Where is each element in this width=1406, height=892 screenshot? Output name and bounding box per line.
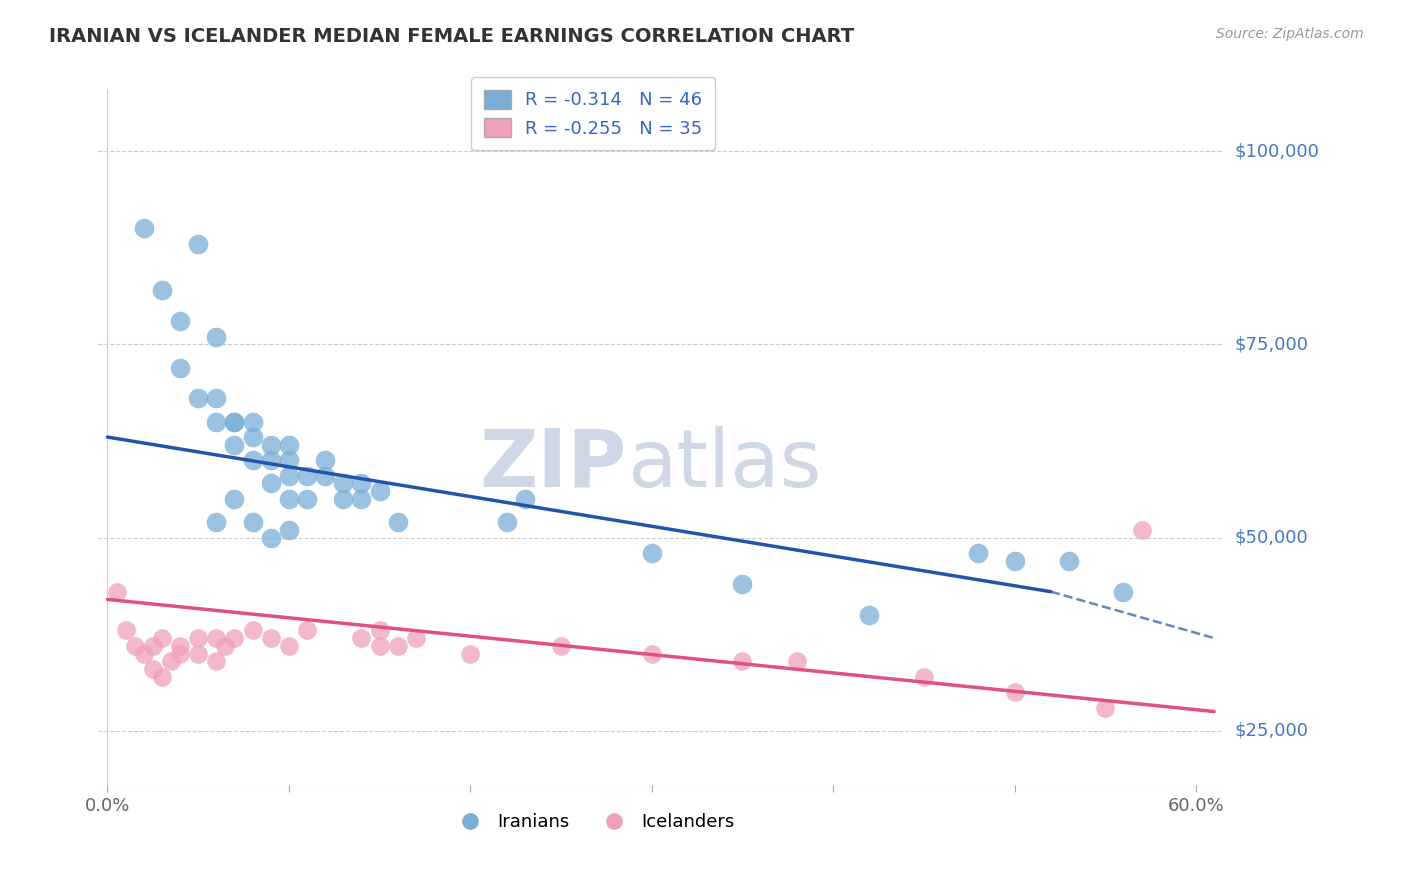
Point (295, 491, 318, 506)
Point (350, 491, 373, 506)
Point (495, 515, 517, 529)
Point (260, 453, 283, 467)
Point (132, 221, 155, 235)
Point (187, 236, 209, 251)
Point (277, 523, 299, 537)
Text: $75,000: $75,000 (1234, 335, 1309, 353)
Point (350, 476, 373, 491)
Point (114, 624, 136, 638)
Text: $25,000: $25,000 (1234, 722, 1309, 739)
Point (460, 647, 482, 661)
Point (314, 468, 336, 483)
Point (205, 415, 228, 429)
Legend: Iranians, Icelanders: Iranians, Icelanders (444, 806, 742, 838)
Point (205, 392, 228, 406)
Point (912, 670, 935, 684)
Point (731, 654, 754, 668)
Point (786, 654, 808, 668)
Point (150, 670, 173, 684)
Point (1094, 700, 1116, 714)
Point (350, 631, 373, 645)
Point (314, 453, 336, 467)
Point (277, 639, 299, 653)
Point (187, 647, 209, 661)
Point (295, 624, 318, 638)
Point (277, 438, 299, 452)
Point (513, 491, 536, 506)
Text: IRANIAN VS ICELANDER MEDIAN FEMALE EARNINGS CORRELATION CHART: IRANIAN VS ICELANDER MEDIAN FEMALE EARNI… (49, 27, 855, 45)
Point (205, 654, 228, 668)
Text: $50,000: $50,000 (1234, 529, 1308, 547)
Point (277, 453, 299, 467)
Point (205, 515, 228, 529)
Point (368, 639, 391, 653)
Point (242, 453, 264, 467)
Point (105, 584, 128, 599)
Point (150, 631, 173, 645)
Point (277, 468, 299, 483)
Point (332, 491, 354, 506)
Point (169, 639, 191, 653)
Point (1130, 523, 1153, 537)
Point (169, 647, 191, 661)
Point (277, 491, 299, 506)
Point (242, 624, 264, 638)
Point (224, 415, 246, 429)
Point (387, 515, 409, 529)
Point (641, 546, 664, 560)
Point (1004, 685, 1026, 699)
Point (641, 647, 664, 661)
Point (142, 639, 165, 653)
Point (260, 476, 283, 491)
Point (132, 647, 155, 661)
Point (967, 546, 990, 560)
Point (242, 415, 264, 429)
Point (242, 430, 264, 444)
Point (1057, 554, 1080, 568)
Point (205, 631, 228, 645)
Point (169, 314, 191, 328)
Point (169, 360, 191, 375)
Point (214, 639, 236, 653)
Point (187, 631, 209, 645)
Point (242, 515, 264, 529)
Point (405, 631, 427, 645)
Point (368, 484, 391, 499)
Point (150, 283, 173, 297)
Point (187, 392, 209, 406)
Point (1004, 554, 1026, 568)
Point (1112, 584, 1135, 599)
Point (295, 468, 318, 483)
Point (260, 438, 283, 452)
Text: $100,000: $100,000 (1234, 142, 1319, 160)
Text: Source: ZipAtlas.com: Source: ZipAtlas.com (1216, 27, 1364, 41)
Point (205, 329, 228, 343)
Point (260, 531, 283, 545)
Text: atlas: atlas (627, 425, 821, 504)
Point (224, 415, 246, 429)
Text: ZIP: ZIP (479, 425, 627, 504)
Point (332, 476, 354, 491)
Point (550, 639, 572, 653)
Point (224, 438, 246, 452)
Point (858, 607, 880, 622)
Point (142, 662, 165, 676)
Point (160, 654, 183, 668)
Point (260, 631, 283, 645)
Point (224, 491, 246, 506)
Point (368, 624, 391, 638)
Point (731, 577, 754, 591)
Point (124, 639, 146, 653)
Point (224, 631, 246, 645)
Point (387, 639, 409, 653)
